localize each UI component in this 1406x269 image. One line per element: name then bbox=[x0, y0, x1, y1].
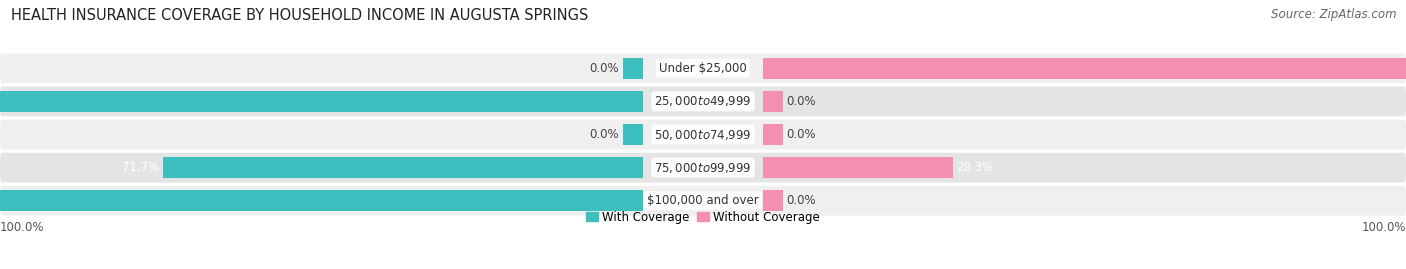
Text: 0.0%: 0.0% bbox=[787, 194, 817, 207]
Text: $75,000 to $99,999: $75,000 to $99,999 bbox=[654, 161, 752, 175]
Text: 0.0%: 0.0% bbox=[787, 128, 817, 141]
Text: 100.0%: 100.0% bbox=[0, 221, 45, 233]
Bar bbox=[763, 157, 953, 178]
Text: 28.3%: 28.3% bbox=[956, 161, 993, 174]
Text: 100.0%: 100.0% bbox=[1361, 221, 1406, 233]
Bar bbox=[623, 58, 643, 79]
Text: Under $25,000: Under $25,000 bbox=[659, 62, 747, 75]
FancyBboxPatch shape bbox=[0, 53, 1406, 83]
Bar bbox=[763, 124, 783, 145]
Bar bbox=[0, 91, 643, 112]
FancyBboxPatch shape bbox=[0, 153, 1406, 182]
Bar bbox=[163, 157, 643, 178]
Text: 71.7%: 71.7% bbox=[122, 161, 159, 174]
Bar bbox=[763, 190, 783, 211]
Text: 0.0%: 0.0% bbox=[589, 128, 619, 141]
Text: $100,000 and over: $100,000 and over bbox=[647, 194, 759, 207]
Bar bbox=[763, 91, 783, 112]
Legend: With Coverage, Without Coverage: With Coverage, Without Coverage bbox=[581, 206, 825, 228]
FancyBboxPatch shape bbox=[0, 87, 1406, 116]
Text: 0.0%: 0.0% bbox=[589, 62, 619, 75]
Text: $50,000 to $74,999: $50,000 to $74,999 bbox=[654, 128, 752, 141]
Bar bbox=[0, 190, 643, 211]
FancyBboxPatch shape bbox=[0, 186, 1406, 216]
Text: HEALTH INSURANCE COVERAGE BY HOUSEHOLD INCOME IN AUGUSTA SPRINGS: HEALTH INSURANCE COVERAGE BY HOUSEHOLD I… bbox=[11, 8, 589, 23]
Text: $25,000 to $49,999: $25,000 to $49,999 bbox=[654, 94, 752, 108]
Bar bbox=[623, 124, 643, 145]
Bar bbox=[763, 58, 1406, 79]
FancyBboxPatch shape bbox=[0, 120, 1406, 149]
Text: Source: ZipAtlas.com: Source: ZipAtlas.com bbox=[1271, 8, 1396, 21]
Text: 0.0%: 0.0% bbox=[787, 95, 817, 108]
